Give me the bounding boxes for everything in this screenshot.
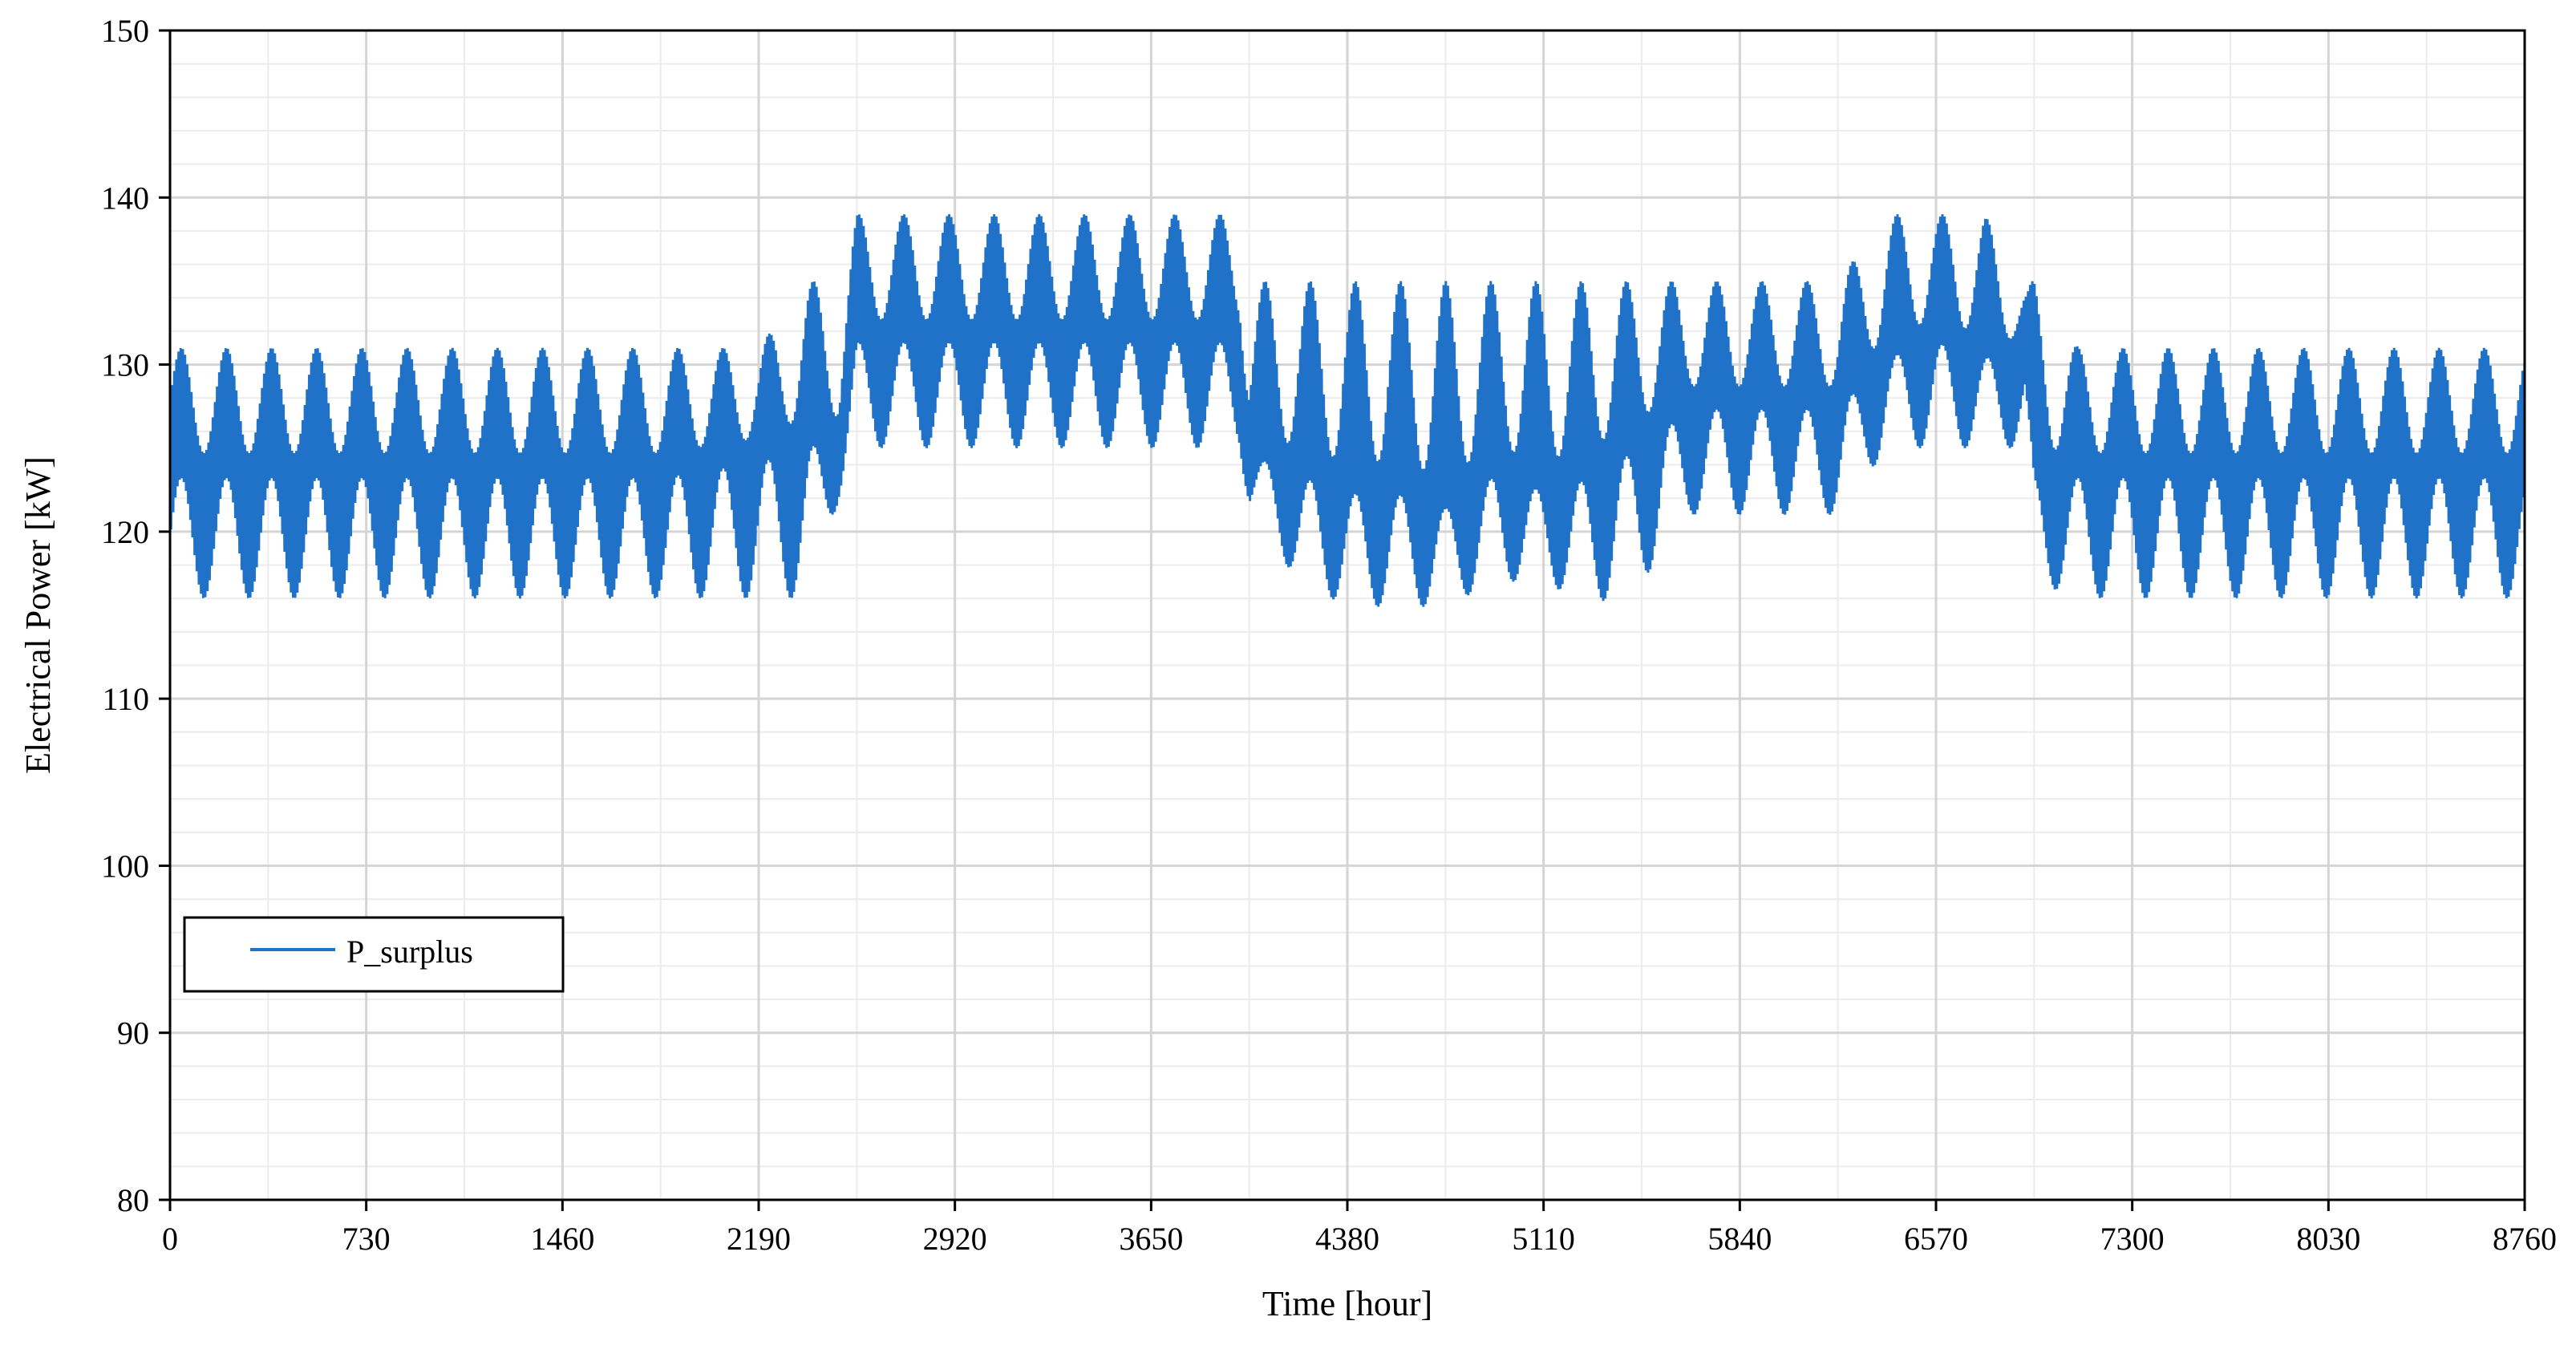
x-tick-label: 2190 bbox=[727, 1221, 791, 1257]
x-tick-label: 3650 bbox=[1119, 1221, 1183, 1257]
y-tick-label: 150 bbox=[101, 13, 149, 49]
x-tick-label: 1460 bbox=[530, 1221, 594, 1257]
y-tick-label: 130 bbox=[101, 347, 149, 383]
y-tick-label: 140 bbox=[101, 180, 149, 216]
legend-label: P_surplus bbox=[346, 934, 473, 970]
x-tick-label: 7300 bbox=[2100, 1221, 2165, 1257]
y-tick-label: 100 bbox=[101, 848, 149, 884]
y-tick-label: 80 bbox=[117, 1182, 149, 1218]
series-layer bbox=[168, 214, 2526, 607]
legend-box bbox=[183, 916, 565, 993]
x-tick-label: 730 bbox=[342, 1221, 391, 1257]
legend: P_surplus bbox=[183, 916, 565, 993]
x-tick-label: 2920 bbox=[923, 1221, 987, 1257]
x-tick-label: 4380 bbox=[1315, 1221, 1379, 1257]
axis-ticks bbox=[159, 29, 2526, 1211]
y-axis-tick-labels: 80 90 100 110 120 130 140 150 bbox=[101, 13, 149, 1218]
y-tick-label: 90 bbox=[117, 1015, 149, 1051]
x-tick-label: 0 bbox=[162, 1221, 178, 1257]
x-tick-label: 5110 bbox=[1512, 1221, 1575, 1257]
x-axis-tick-labels: 0 730 1460 2190 2920 3650 4380 5110 5840 6570 7300… bbox=[162, 1221, 2557, 1257]
y-tick-label: 120 bbox=[101, 514, 149, 550]
x-tick-label: 6570 bbox=[1904, 1221, 1968, 1257]
x-tick-label: 8030 bbox=[2296, 1221, 2360, 1257]
y-axis-title: Electrical Power [kW] bbox=[18, 456, 58, 774]
x-tick-label: 5840 bbox=[1707, 1221, 1772, 1257]
series-line-p-surplus bbox=[168, 214, 2526, 607]
y-tick-label: 110 bbox=[102, 681, 149, 717]
x-tick-label: 8760 bbox=[2493, 1221, 2557, 1257]
x-axis-title: Time [hour] bbox=[1262, 1284, 1432, 1323]
